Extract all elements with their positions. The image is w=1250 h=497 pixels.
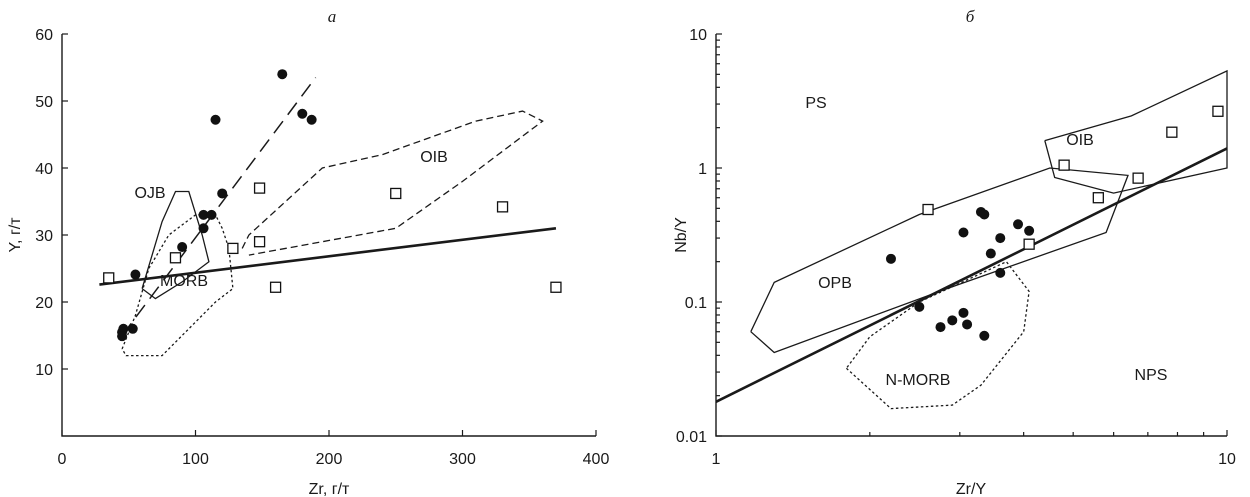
filled-circle-point xyxy=(985,248,996,259)
open-square-point xyxy=(169,252,182,264)
field-n-morb xyxy=(845,260,1030,410)
panel-b-field-label-n-morb: N-MORB xyxy=(886,372,951,389)
x-tick-label: 100 xyxy=(182,451,209,468)
field-morb xyxy=(121,214,234,357)
panel-a-field-label-oib: OIB xyxy=(420,149,448,166)
panel-b-letter: б xyxy=(966,7,975,26)
filled-circle-point xyxy=(914,301,925,312)
panel-b-region-label-nps: NPS xyxy=(1135,367,1168,384)
field-oib xyxy=(1044,69,1228,194)
panel-a-ticks: 0 100 200 300 400 10 20 30 40 50 60 xyxy=(35,27,609,468)
panel-b-points xyxy=(885,105,1224,341)
filled-circle-point xyxy=(979,209,990,220)
open-square-point xyxy=(253,182,266,194)
filled-circle-point xyxy=(995,267,1006,278)
panel-b-ticks: 1 10 0.01 0.1 1 10 xyxy=(676,27,1236,468)
y-tick-label: 0.01 xyxy=(676,429,707,446)
panel-b-region-label-ps: PS xyxy=(805,95,826,112)
filled-circle-point xyxy=(117,331,128,342)
panel-b-trend-lines xyxy=(715,147,1228,403)
open-square-point xyxy=(269,281,282,293)
discrimination-line xyxy=(99,227,557,286)
filled-circle-point xyxy=(210,114,221,125)
field-oib xyxy=(241,110,544,256)
filled-circle-point xyxy=(306,114,317,125)
x-tick-label: 400 xyxy=(583,451,610,468)
panel-a: a 0 100 200 300 400 10 20 30 40 50 60 OIB OJB MORB… xyxy=(7,7,609,497)
filled-circle-point xyxy=(297,108,308,119)
field-opb xyxy=(750,167,1129,354)
y-tick-label: 10 xyxy=(689,27,707,44)
x-tick-label: 10 xyxy=(1218,451,1236,468)
panel-a-y-axis-label: Y, г/т xyxy=(7,217,24,253)
x-tick-label: 1 xyxy=(712,451,721,468)
y-tick-label: 60 xyxy=(35,27,53,44)
panel-a-trend-lines xyxy=(99,77,557,336)
filled-circle-point xyxy=(130,269,141,280)
panel-b-field-label-oib: OIB xyxy=(1066,132,1094,149)
filled-circle-point xyxy=(198,209,209,220)
open-square-point xyxy=(1092,192,1104,204)
filled-circle-point xyxy=(217,188,228,199)
panel-b-x-axis-label: Zr/Y xyxy=(956,481,987,497)
y-tick-label: 50 xyxy=(35,94,53,111)
filled-circle-point xyxy=(1024,225,1035,236)
panel-a-field-label-ojb: OJB xyxy=(134,185,165,202)
filled-circle-point xyxy=(206,209,217,220)
open-square-point xyxy=(103,272,115,284)
open-square-point xyxy=(1058,159,1070,171)
filled-circle-point xyxy=(885,253,896,264)
panel-a-points xyxy=(103,69,562,342)
y-tick-label: 20 xyxy=(35,295,53,312)
filled-circle-point xyxy=(962,319,973,330)
filled-circle-point xyxy=(995,233,1006,244)
panel-a-field-label-morb: MORB xyxy=(160,273,208,290)
panel-b-field-label-opb: OPB xyxy=(818,275,852,292)
y-tick-label: 1 xyxy=(698,161,707,178)
panel-a-axes xyxy=(61,34,596,437)
open-square-point xyxy=(390,187,402,200)
open-square-point xyxy=(1132,172,1144,184)
open-square-point xyxy=(253,236,266,248)
filled-circle-point xyxy=(958,307,969,318)
open-square-point xyxy=(922,203,934,216)
panel-b: б 1 10 0.01 0.1 1 10 PS OIB OPB N-MORB NPS Zr… xyxy=(673,7,1236,497)
discrimination-line xyxy=(715,147,1228,403)
filled-circle-point xyxy=(979,330,990,341)
filled-circle-point xyxy=(198,223,209,234)
filled-circle-point xyxy=(277,69,288,80)
y-tick-label: 40 xyxy=(35,161,53,178)
x-tick-label: 0 xyxy=(58,451,67,468)
y-tick-label: 0.1 xyxy=(685,295,707,312)
filled-circle-point xyxy=(1013,219,1024,230)
y-tick-label: 10 xyxy=(35,362,53,379)
open-square-point xyxy=(1212,105,1224,117)
open-square-point xyxy=(1023,238,1035,250)
panel-a-x-axis-label: Zr, г/т xyxy=(309,481,350,497)
filled-circle-point xyxy=(958,227,969,238)
panel-b-fields xyxy=(750,69,1228,410)
trend-line xyxy=(121,77,317,336)
field-ojb xyxy=(141,190,210,300)
panel-b-y-axis-label: Nb/Y xyxy=(673,217,690,253)
open-square-point xyxy=(1166,126,1178,138)
x-tick-label: 300 xyxy=(449,451,476,468)
panel-a-letter: a xyxy=(328,7,337,26)
open-square-point xyxy=(496,201,509,213)
x-tick-label: 200 xyxy=(316,451,343,468)
filled-circle-point xyxy=(177,242,188,253)
open-square-point xyxy=(227,242,239,255)
filled-circle-point xyxy=(935,322,946,333)
filled-circle-point xyxy=(947,315,958,326)
y-tick-label: 30 xyxy=(35,228,53,245)
filled-circle-point xyxy=(127,323,138,334)
open-square-point xyxy=(550,281,562,293)
panel-a-fields xyxy=(121,110,544,357)
